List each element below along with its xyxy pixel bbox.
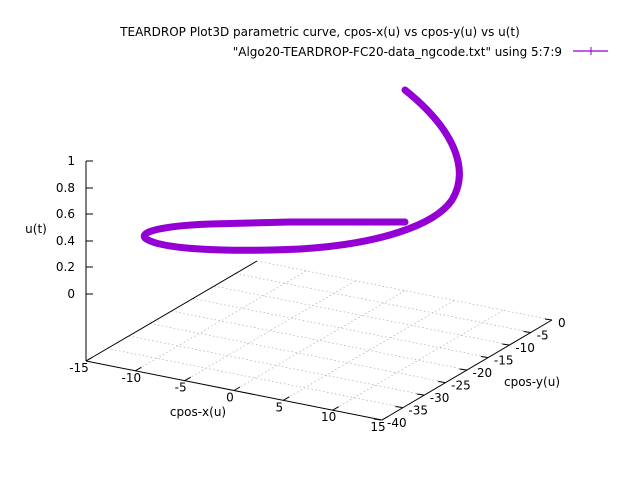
x-tick-label: 0 xyxy=(226,391,234,405)
y-axis-line xyxy=(381,319,553,421)
x-tick-label: 10 xyxy=(321,410,336,424)
grid-line-x xyxy=(135,270,307,372)
y-tick-label: -30 xyxy=(430,391,450,405)
grid-line-y xyxy=(171,310,468,371)
x-tick-label: -15 xyxy=(69,361,89,375)
x-axis-label: cpos-x(u) xyxy=(170,405,226,419)
grid-line-y xyxy=(150,323,447,383)
y-tick-label: -15 xyxy=(494,354,514,368)
z-tick-label: 0.4 xyxy=(56,234,75,248)
z-tick-label: 1 xyxy=(67,154,75,168)
legend: "Algo20-TEARDROP-FC20-data_ngcode.txt" u… xyxy=(233,45,608,59)
x-tick-mark xyxy=(381,416,389,421)
y-tick-label: 0 xyxy=(558,316,566,330)
y-tick-mark xyxy=(416,393,424,396)
y-tick-label: -25 xyxy=(451,379,471,393)
y-tick-mark xyxy=(544,318,553,321)
chart-title: TEARDROP Plot3D parametric curve, cpos-x… xyxy=(119,25,520,39)
left-floor-edge xyxy=(85,260,258,362)
y-tick-label: -35 xyxy=(408,404,428,418)
y-tick-label: -40 xyxy=(387,416,407,430)
x-tick-label: -10 xyxy=(122,371,142,385)
z-tick-label: 0 xyxy=(67,287,75,301)
x-tick-mark xyxy=(85,357,93,362)
y-tick-mark xyxy=(373,418,382,421)
x-tick-mark xyxy=(332,406,339,411)
x-tick-label: -5 xyxy=(175,381,187,395)
x-tick-mark xyxy=(184,376,191,382)
z-tick-label: 0.2 xyxy=(56,260,75,274)
y-tick-label: -10 xyxy=(515,341,535,355)
x-tick-label: 5 xyxy=(276,400,284,414)
z-tick-label: 0.8 xyxy=(56,181,75,195)
y-tick-mark xyxy=(502,343,510,346)
x-tick-mark xyxy=(233,386,241,391)
grid-line-x xyxy=(184,280,356,381)
y-axis-label: cpos-y(u) xyxy=(504,375,560,389)
tick-labels: -15-10-50510150-5-10-15-20-25-30-35-4000… xyxy=(56,154,566,434)
floor-grid xyxy=(107,260,553,411)
grid-line-x xyxy=(233,290,406,391)
z-axis-label: u(t) xyxy=(25,222,47,236)
y-tick-mark xyxy=(459,368,467,371)
teardrop-curve xyxy=(140,86,463,254)
z-tick-label: 0.6 xyxy=(56,207,75,221)
x-tick-mark xyxy=(135,366,142,372)
y-tick-label: -20 xyxy=(473,366,493,380)
y-tick-mark xyxy=(480,356,488,358)
x-tick-label: 15 xyxy=(370,420,385,434)
legend-label: "Algo20-TEARDROP-FC20-data_ngcode.txt" u… xyxy=(233,45,562,59)
grid-line-back-x xyxy=(256,260,553,321)
tick-marks xyxy=(85,160,553,421)
grid-line-x xyxy=(332,309,504,411)
axes-frame xyxy=(85,161,553,421)
grid-line-x xyxy=(283,300,455,401)
y-tick-mark xyxy=(523,331,531,333)
grid-line-y xyxy=(192,298,489,358)
y-tick-mark xyxy=(395,406,403,408)
grid-line-y xyxy=(128,335,425,396)
y-tick-mark xyxy=(438,381,446,383)
x-tick-mark xyxy=(283,396,290,401)
y-tick-label: -5 xyxy=(537,329,549,343)
